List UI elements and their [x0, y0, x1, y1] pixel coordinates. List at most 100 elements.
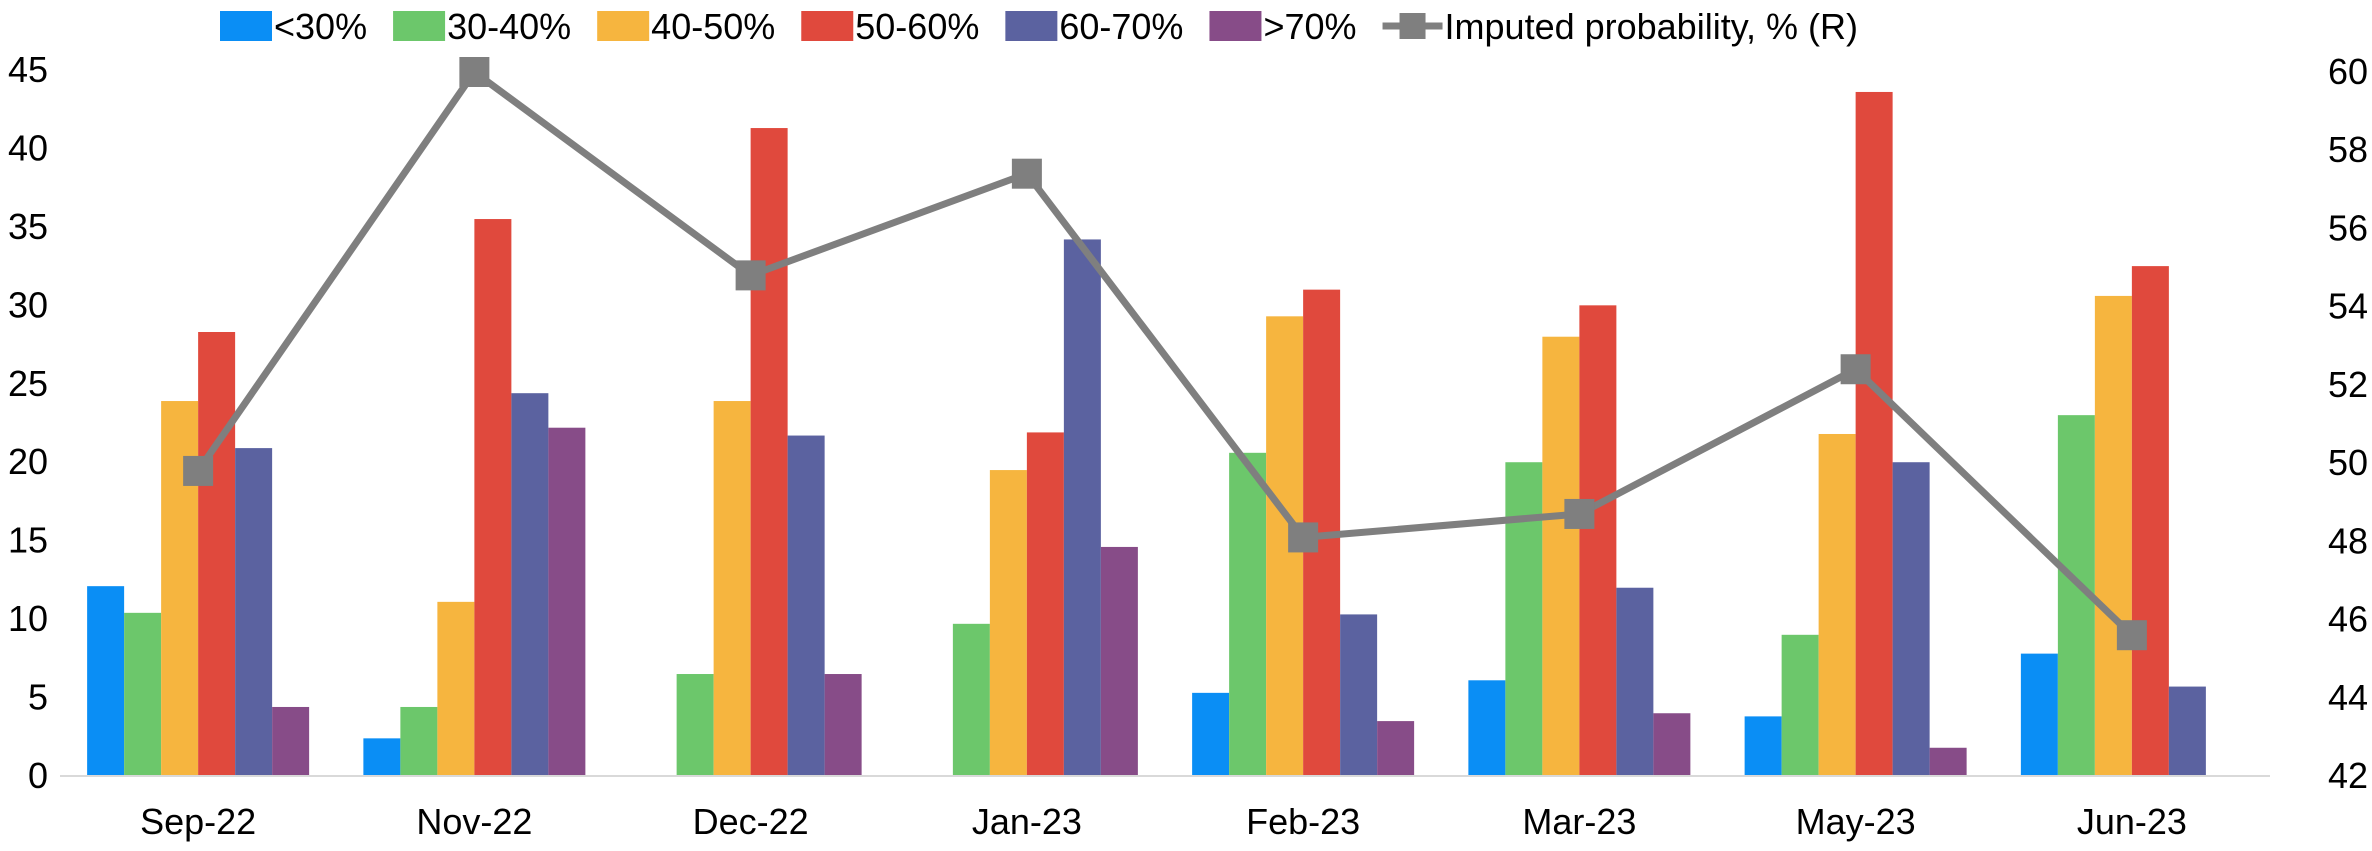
bar-40-50-dec-22: [713, 401, 751, 776]
bar-group-may-23: [1744, 91, 1967, 776]
bar-70-dec-22: [824, 674, 862, 776]
bar-40-50-jun-23: [2094, 295, 2132, 776]
bar-60-70-mar-23: [1616, 587, 1654, 776]
bar-30-40-feb-23: [1229, 452, 1267, 776]
bars: [87, 91, 2206, 777]
y2-tick-label: 46: [2328, 599, 2368, 640]
legend-swatch: [1005, 11, 1058, 41]
bar-30-40-nov-22: [400, 706, 438, 776]
y-tick-label: 15: [8, 520, 48, 561]
bar-group-jan-23: [952, 239, 1138, 776]
legend-item-30-40: 30-40%: [393, 6, 571, 47]
legend-item-60-70: 60-70%: [1005, 6, 1183, 47]
x-tick-label: Mar-23: [1522, 801, 1636, 842]
legend-swatch: [393, 11, 446, 41]
bar-70-jan-23: [1100, 546, 1138, 776]
x-tick-label: Feb-23: [1246, 801, 1360, 842]
bar-50-60-jan-23: [1026, 432, 1064, 776]
bar-50-60-nov-22: [474, 219, 512, 777]
legend-label: 30-40%: [447, 6, 571, 47]
bar-30-feb-23: [1192, 692, 1230, 776]
x-tick-label: Jan-23: [972, 801, 1082, 842]
bar-50-60-jun-23: [2131, 266, 2169, 776]
x-axis: Sep-22 Nov-22 Dec-22 Jan-23 Feb-23 Mar-23 May-…: [140, 801, 2187, 842]
line-imputed-probability-r: [195, 68, 2135, 638]
x-tick-label: Nov-22: [416, 801, 532, 842]
bar-30-40-may-23: [1781, 634, 1819, 776]
bar-70-may-23: [1929, 747, 1967, 776]
y-tick-label: 5: [28, 677, 48, 718]
y-tick-label: 35: [8, 206, 48, 247]
line-marker-mar-23: [1564, 498, 1595, 529]
legend-label: 50-60%: [855, 6, 979, 47]
x-tick-label: Jun-23: [2077, 801, 2187, 842]
y2-tick-label: 56: [2328, 207, 2368, 248]
legend-swatch: [597, 11, 650, 41]
y-tick-label: 30: [8, 284, 48, 325]
bar-30-jun-23: [2020, 653, 2058, 776]
legend-item-imputed-probability-r: Imputed probability, % (R): [1382, 6, 1859, 47]
legend-item-50-60: 50-60%: [801, 6, 979, 47]
bar-30-sep-22: [87, 586, 125, 776]
bar-70-feb-23: [1377, 721, 1415, 776]
line-marker-dec-22: [735, 260, 766, 291]
bar-30-40-dec-22: [676, 674, 714, 776]
y-tick-label: 0: [28, 755, 48, 796]
bar-group-sep-22: [87, 332, 310, 776]
bar-70-sep-22: [272, 706, 310, 776]
legend-label: 40-50%: [651, 6, 775, 47]
line-marker-sep-22: [183, 455, 214, 486]
bar-30-40-jan-23: [952, 623, 990, 776]
bar-70-nov-22: [548, 427, 586, 776]
y2-tick-label: 52: [2328, 364, 2368, 405]
bar-30-40-sep-22: [124, 612, 162, 776]
bar-70-mar-23: [1653, 713, 1691, 776]
bar-40-50-jan-23: [989, 470, 1027, 776]
bar-group-mar-23: [1468, 305, 1691, 776]
y-tick-label: 45: [8, 49, 48, 90]
bar-60-70-feb-23: [1340, 614, 1378, 776]
bar-50-60-may-23: [1855, 91, 1893, 776]
bar-60-70-nov-22: [511, 393, 549, 776]
y2-tick-label: 54: [2328, 286, 2368, 327]
bar-60-70-jan-23: [1063, 239, 1101, 776]
legend: <30% 30-40% 40-50% 50-60% 60-70% >70% Imputed …: [220, 6, 1858, 47]
bar-50-60-mar-23: [1579, 305, 1617, 776]
legend-item-30: <30%: [220, 6, 367, 47]
legend-label: 60-70%: [1059, 6, 1183, 47]
line-marker-jan-23: [1011, 158, 1042, 189]
bar-60-70-dec-22: [787, 435, 825, 776]
right-axis: 42 44 46 48 50 52 54 56 58 60: [2328, 51, 2368, 796]
bar-40-50-may-23: [1818, 433, 1856, 776]
y2-tick-label: 42: [2328, 755, 2368, 796]
bar-60-70-jun-23: [2168, 686, 2206, 776]
y2-tick-label: 44: [2328, 677, 2368, 718]
bar-60-70-sep-22: [235, 448, 273, 776]
line-series: [183, 57, 2147, 651]
bar-30-mar-23: [1468, 680, 1506, 776]
y-tick-label: 10: [8, 598, 48, 639]
legend-label: Imputed probability, % (R): [1445, 6, 1859, 47]
left-axis: 0 5 10 15 20 25 30 35 40 45: [8, 49, 48, 796]
y-tick-label: 25: [8, 363, 48, 404]
legend-swatch: [220, 11, 272, 41]
x-tick-label: Dec-22: [693, 801, 809, 842]
legend-label: <30%: [274, 6, 367, 47]
x-tick-label: May-23: [1796, 801, 1916, 842]
legend-item-40-50: 40-50%: [597, 6, 775, 47]
bar-40-50-nov-22: [437, 601, 475, 776]
legend-swatch-marker: [1399, 13, 1426, 39]
line-marker-feb-23: [1288, 522, 1319, 553]
bar-60-70-may-23: [1892, 462, 1930, 776]
y-tick-label: 20: [8, 441, 48, 482]
y2-tick-label: 58: [2328, 129, 2368, 170]
bar-group-jun-23: [2020, 266, 2206, 776]
bar-40-50-mar-23: [1542, 336, 1580, 776]
bar-50-60-dec-22: [750, 128, 788, 776]
legend-swatch: [801, 11, 854, 41]
y2-tick-label: 48: [2328, 520, 2368, 561]
legend-item-70: >70%: [1209, 6, 1357, 47]
legend-label: >70%: [1263, 6, 1356, 47]
